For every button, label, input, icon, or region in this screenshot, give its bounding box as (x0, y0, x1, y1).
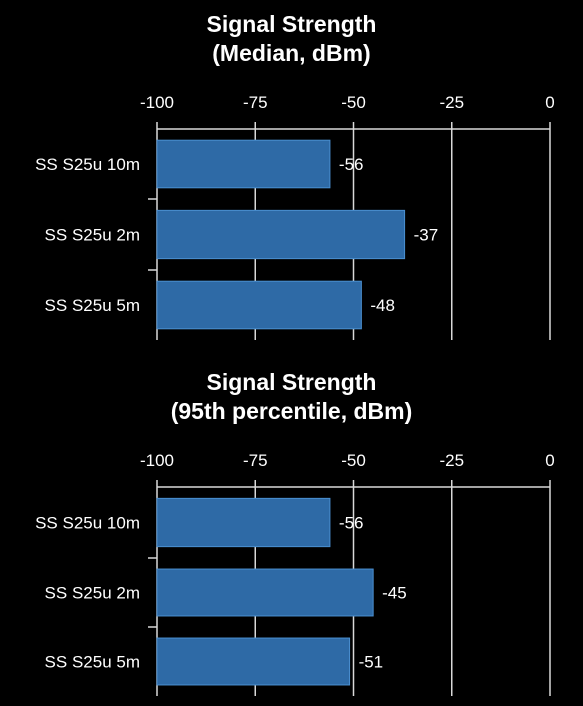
x-tick-label: 0 (545, 93, 554, 112)
category-label: SS S25u 2m (45, 226, 140, 245)
value-label: -51 (359, 653, 384, 672)
chart-title-line-1: Signal Strength (206, 369, 377, 395)
bar (156, 497, 331, 548)
category-label: SS S25u 2m (45, 584, 140, 603)
value-label: -37 (414, 226, 439, 245)
category-label: SS S25u 5m (45, 653, 140, 672)
value-label: -56 (339, 155, 364, 174)
chart-title-line-2: (Median, dBm) (212, 40, 371, 66)
chart-title-line-2: (95th percentile, dBm) (170, 398, 413, 424)
x-tick-label: 0 (545, 451, 554, 470)
median-plot-area: -100 -75 -50 -25 0 -56 SS S25u 10m -37 SS S25u 2… (35, 93, 555, 340)
value-label: -45 (382, 584, 407, 603)
bar (156, 568, 374, 617)
x-tick-label: -100 (140, 451, 174, 470)
category-label: SS S25u 10m (35, 514, 140, 533)
chart-title: Signal Strength (Median, dBm) (0, 10, 583, 68)
category-label: SS S25u 10m (35, 155, 140, 174)
percentile-signal-chart: Signal Strength (95th percentile, dBm) -… (0, 360, 583, 706)
bar (156, 209, 406, 260)
percentile-plot-area: -100 -75 -50 -25 0 -56 SS S25u 10m -45 SS S25u 2… (35, 451, 555, 696)
x-tick-label: -100 (140, 93, 174, 112)
value-label: -56 (339, 514, 364, 533)
x-tick-label: -75 (243, 93, 268, 112)
bar (156, 280, 362, 330)
chart-title: Signal Strength (95th percentile, dBm) (0, 368, 583, 426)
value-label: -48 (370, 296, 395, 315)
x-tick-label: -50 (341, 451, 366, 470)
x-tick-label: -25 (439, 451, 464, 470)
bar (156, 139, 331, 189)
chart-title-line-1: Signal Strength (206, 11, 377, 37)
median-signal-chart: Signal Strength (Median, dBm) -100 -75 -50… (0, 10, 583, 340)
bar (156, 637, 351, 686)
category-label: SS S25u 5m (45, 296, 140, 315)
x-tick-label: -75 (243, 451, 268, 470)
x-tick-label: -50 (341, 93, 366, 112)
x-tick-label: -25 (439, 93, 464, 112)
